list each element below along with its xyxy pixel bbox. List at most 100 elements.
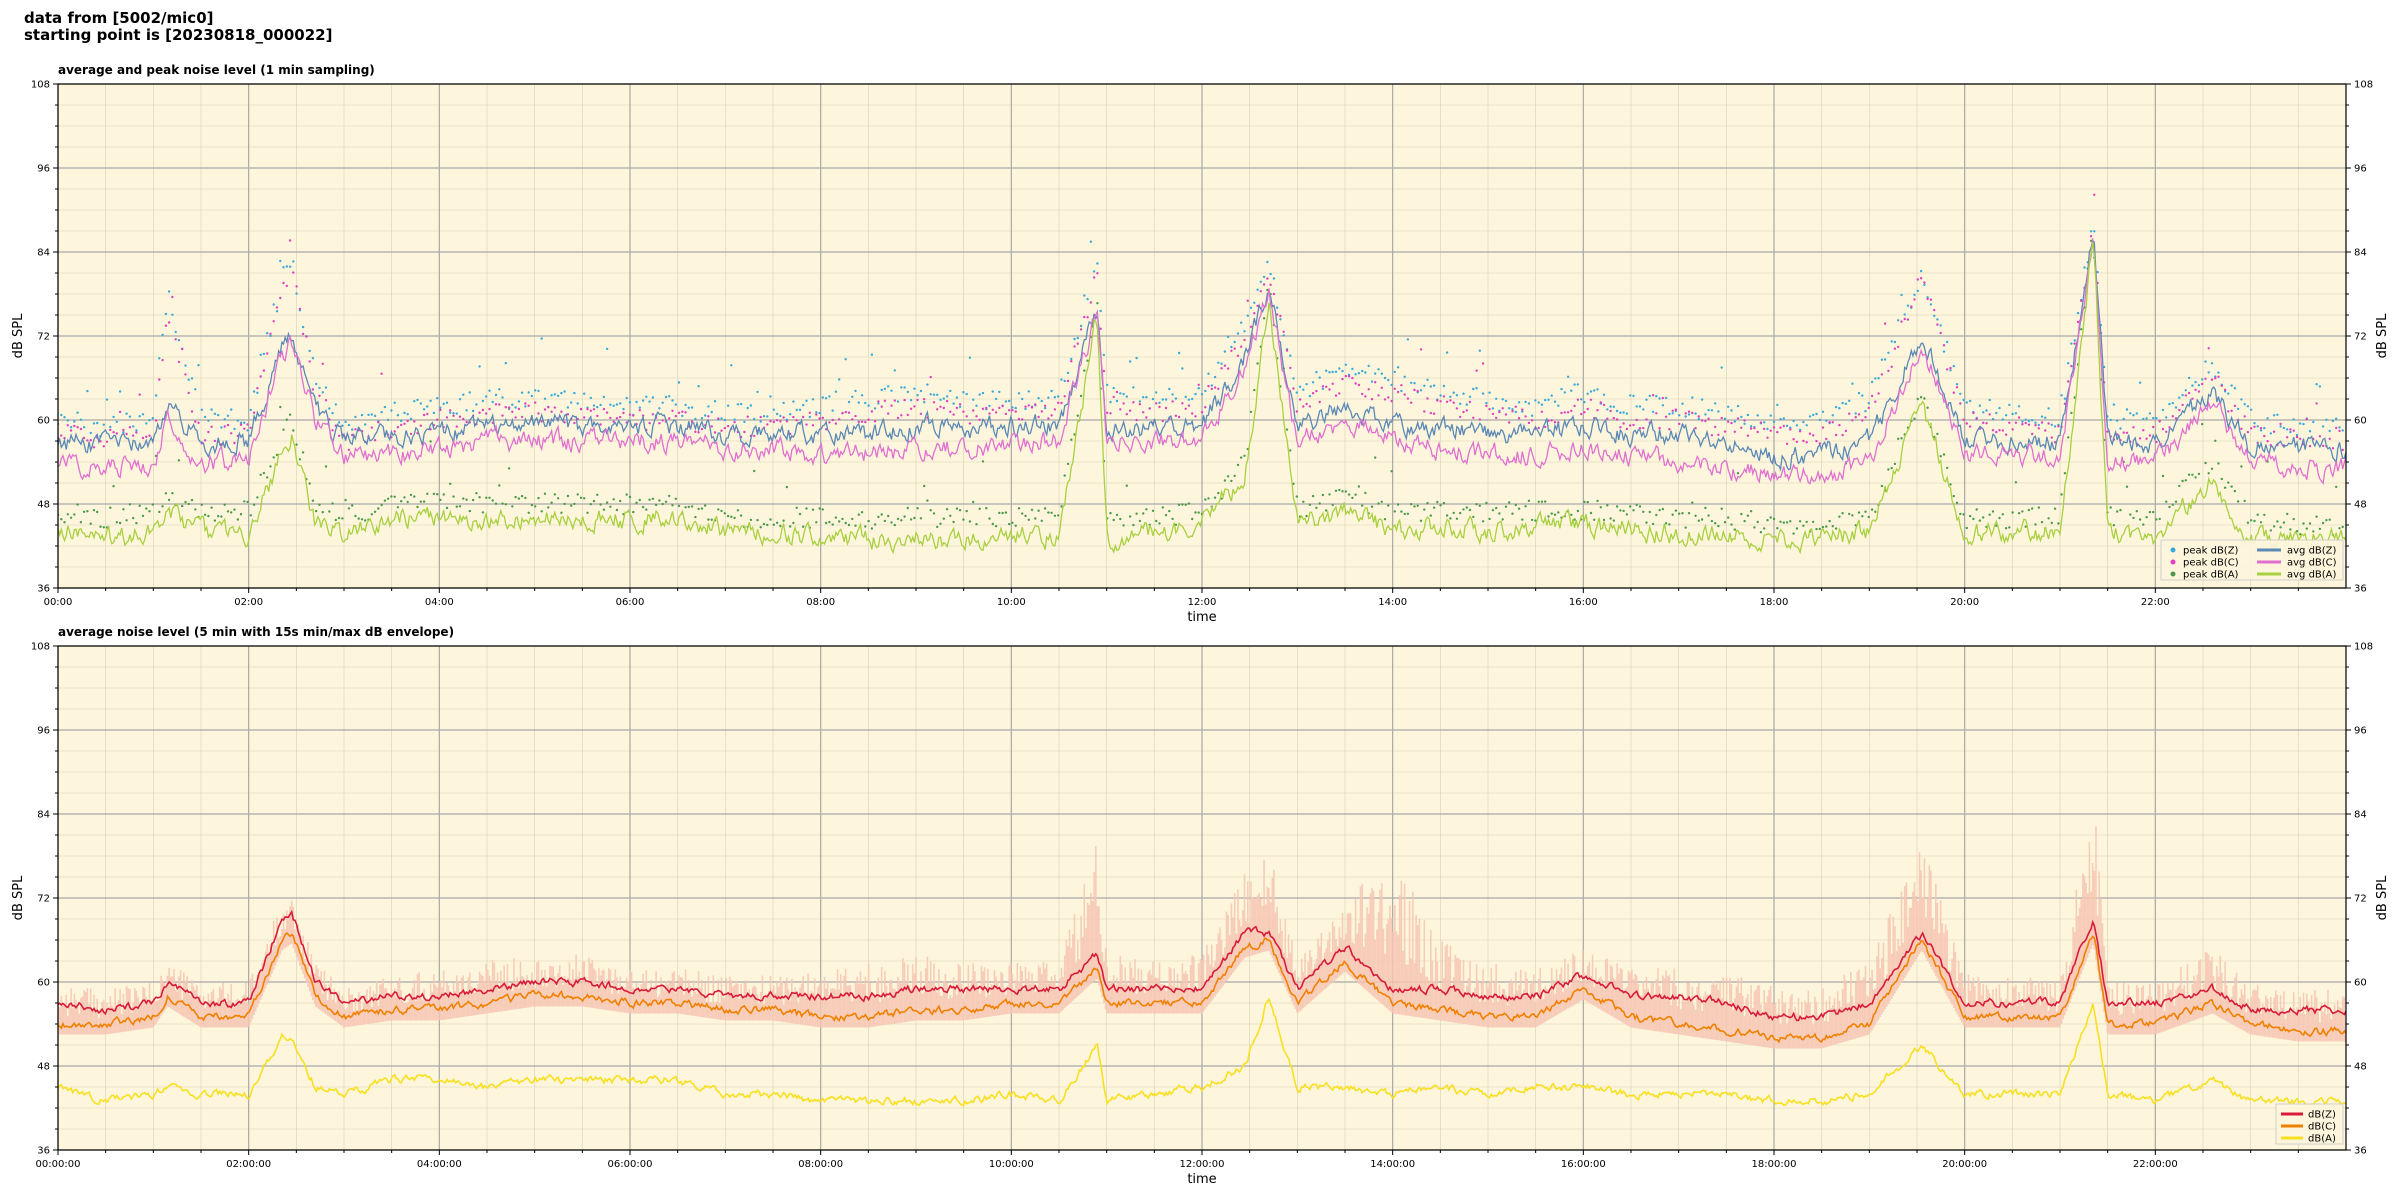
peak-point — [690, 406, 694, 409]
peak-point — [909, 407, 913, 410]
peak-point — [762, 522, 766, 526]
peak-point — [449, 411, 452, 414]
x-tick-label: 06:00:00 — [608, 1159, 653, 1170]
peak-point — [2187, 391, 2191, 395]
peak-point — [1838, 407, 1841, 410]
peak-point — [723, 512, 726, 515]
peak-point — [1978, 404, 1982, 407]
peak-point — [860, 394, 864, 397]
peak-point — [1298, 398, 1302, 401]
peak-point — [1645, 521, 1648, 524]
peak-point — [2230, 485, 2233, 488]
peak-point — [2240, 465, 2243, 468]
peak-point — [1919, 269, 1923, 273]
peak-point — [354, 415, 357, 419]
peak-point — [1387, 378, 1390, 382]
line-series-dbz — [58, 909, 2346, 1022]
peak-point — [766, 423, 769, 426]
peak-point — [2001, 418, 2005, 421]
peak-point — [955, 507, 959, 510]
peak-point — [171, 313, 174, 316]
peak-point — [2204, 461, 2207, 465]
peak-point — [1596, 409, 1599, 412]
peak-point — [1530, 414, 1534, 417]
peak-point — [1720, 366, 1723, 369]
peak-point — [2223, 486, 2227, 489]
peak-point — [2338, 429, 2341, 433]
peak-point — [1096, 302, 1099, 305]
peak-point — [1191, 412, 1194, 415]
peak-point — [501, 502, 504, 505]
peak-point — [1864, 410, 1867, 413]
peak-point — [1550, 419, 1553, 422]
peak-point — [2142, 523, 2145, 526]
peak-point — [236, 419, 239, 422]
peak-point — [226, 510, 230, 513]
peak-point — [2315, 515, 2318, 518]
peak-point — [1416, 389, 1419, 393]
peak-point — [1769, 516, 1772, 519]
peak-point — [2227, 392, 2230, 395]
peak-point — [671, 504, 674, 507]
peak-point — [511, 505, 514, 508]
peak-point — [1501, 398, 1504, 401]
peak-point — [1521, 408, 1524, 411]
peak-point — [1668, 412, 1671, 416]
peak-point — [704, 504, 707, 507]
peak-point — [759, 420, 762, 423]
peak-point — [2001, 429, 2005, 432]
peak-point — [2053, 441, 2057, 444]
y-tick-label-right: 84 — [2354, 248, 2367, 259]
peak-point — [125, 412, 128, 415]
peak-point — [2250, 408, 2253, 411]
peak-point — [733, 516, 736, 520]
peak-point — [857, 401, 860, 404]
peak-point — [1406, 338, 1410, 341]
peak-point — [2335, 417, 2338, 420]
peak-point — [1174, 414, 1178, 417]
peak-point — [697, 431, 700, 434]
peak-point — [279, 296, 282, 300]
peak-point — [1060, 378, 1063, 381]
peak-point — [1341, 377, 1344, 381]
peak-point — [1723, 417, 1727, 420]
peak-point — [2328, 518, 2331, 521]
peak-point — [743, 420, 746, 424]
peak-point — [1848, 399, 1851, 402]
peak-point — [207, 419, 210, 422]
peak-point — [609, 505, 612, 508]
peak-point — [60, 518, 63, 521]
peak-point — [1566, 411, 1570, 414]
peak-point — [1825, 437, 1828, 441]
peak-point — [2047, 517, 2050, 520]
peak-point — [223, 425, 226, 428]
peak-point — [1658, 508, 1661, 512]
peak-point — [82, 426, 86, 429]
peak-point — [968, 422, 972, 425]
peak-point — [2236, 500, 2240, 503]
peak-point — [1070, 438, 1073, 441]
peak-point — [468, 509, 471, 513]
legend-label: dB(C) — [2308, 1122, 2336, 1133]
peak-point — [1462, 410, 1465, 414]
peak-point — [102, 526, 106, 529]
peak-point — [1687, 410, 1691, 413]
peak-point — [1328, 493, 1331, 496]
peak-point — [981, 407, 985, 410]
peak-point — [86, 389, 89, 393]
peak-point — [1491, 412, 1495, 416]
peak-point — [266, 476, 269, 479]
peak-point — [1854, 412, 1857, 415]
peak-point — [2027, 508, 2031, 512]
peak-point — [2145, 417, 2148, 420]
peak-point — [2174, 406, 2178, 409]
peak-point — [873, 523, 877, 526]
peak-point — [1883, 322, 1887, 325]
peak-point — [1383, 518, 1387, 521]
peak-point — [92, 509, 96, 512]
peak-point — [1834, 433, 1838, 437]
peak-point — [1867, 402, 1871, 405]
peak-point — [2178, 396, 2181, 399]
peak-point — [1547, 419, 1550, 422]
peak-point — [932, 393, 936, 396]
